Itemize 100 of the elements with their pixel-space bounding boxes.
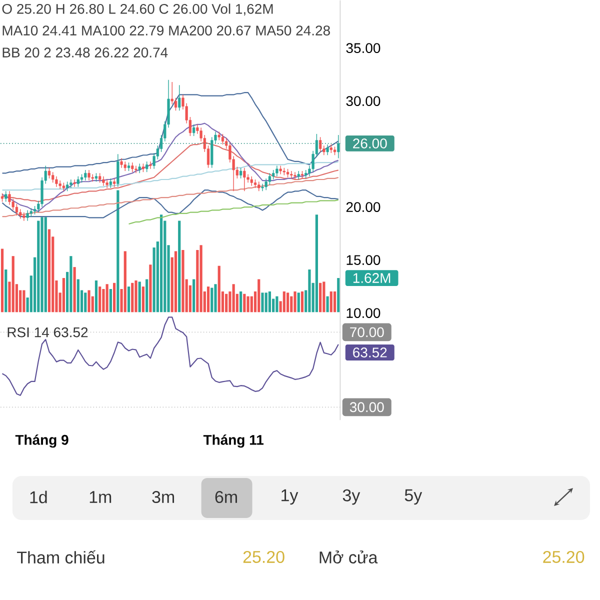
bar <box>12 256 14 312</box>
candlestick <box>264 178 268 190</box>
candlestick <box>294 172 296 180</box>
bar <box>94 280 98 312</box>
candlestick <box>272 170 275 180</box>
candlestick <box>279 165 282 175</box>
candlestick <box>239 168 242 179</box>
candlestick <box>149 161 152 170</box>
candlestick <box>22 212 26 222</box>
candlestick <box>326 144 329 156</box>
bar <box>206 286 210 312</box>
candlestick <box>276 165 278 177</box>
bar <box>124 251 126 312</box>
candlestick <box>250 176 253 186</box>
candlestick <box>146 161 148 172</box>
annotation: O 25.20 H 26.80 L 24.60 C 26.00 Vol 1,62M <box>2 4 273 16</box>
candlestick <box>98 172 102 184</box>
text: 25.20 <box>543 550 584 564</box>
bar <box>210 288 214 312</box>
bar <box>44 217 47 312</box>
bar <box>160 214 163 312</box>
text: 1m <box>90 491 112 503</box>
bar <box>225 294 228 312</box>
candlestick <box>76 176 80 188</box>
candlestick <box>102 176 105 186</box>
text: 6m <box>215 491 237 504</box>
bar <box>258 279 260 312</box>
y-tick-label: 70.00 <box>350 327 384 338</box>
text: Tham chiếu <box>17 550 104 564</box>
bar <box>131 282 134 312</box>
text: 1d <box>30 490 47 504</box>
bar <box>294 291 296 312</box>
bar <box>48 229 51 312</box>
bar <box>214 284 217 312</box>
bar <box>232 284 235 312</box>
y-tick-label: 20.00 <box>346 202 380 212</box>
text: 3y <box>342 489 360 505</box>
candlestick <box>19 208 22 220</box>
bar <box>246 296 250 312</box>
bar <box>0 248 4 312</box>
bar <box>84 292 87 312</box>
candlestick <box>48 168 51 179</box>
x-tick-label: Tháng 9 <box>15 434 68 448</box>
candlestick <box>192 124 196 136</box>
bar <box>134 280 138 312</box>
bar <box>192 279 196 312</box>
text: 25.20 <box>243 550 284 564</box>
candlestick <box>73 179 76 188</box>
bar <box>182 250 184 312</box>
bar <box>62 278 66 312</box>
candlestick <box>70 179 72 188</box>
bar <box>98 286 102 312</box>
candlestick <box>170 82 174 105</box>
y-tick-label: 30.00 <box>350 402 384 412</box>
bar <box>300 291 304 312</box>
candlestick <box>120 158 123 168</box>
bar <box>322 282 326 312</box>
text: 1y <box>282 489 298 505</box>
y-tick-label: 35.00 <box>346 43 380 54</box>
bar <box>174 251 178 312</box>
bar <box>276 296 278 312</box>
bar <box>138 282 141 312</box>
bar <box>264 292 268 312</box>
bar <box>149 264 152 312</box>
bar <box>326 296 329 312</box>
bar <box>142 286 145 312</box>
bar <box>178 220 181 312</box>
candlestick <box>88 170 90 181</box>
annotation: MA10 24.41 MA100 22.79 MA200 20.67 MA50 24.28 <box>2 26 330 36</box>
bar <box>70 256 72 312</box>
text: 5y <box>404 489 422 505</box>
bar <box>282 291 286 312</box>
bar <box>127 286 130 312</box>
bar <box>22 290 26 312</box>
candlestick <box>178 84 181 111</box>
candlestick <box>134 165 138 174</box>
candlestick <box>131 162 134 172</box>
bar <box>40 217 44 312</box>
x-tick-label: Tháng 11 <box>203 434 264 448</box>
bar <box>286 292 290 312</box>
bar <box>76 279 80 312</box>
candlestick <box>55 176 58 188</box>
bar <box>243 294 246 312</box>
line-series <box>2 316 339 396</box>
y-tick-label: 10.00 <box>346 308 380 318</box>
bar <box>268 291 272 312</box>
bar <box>109 289 112 312</box>
candlestick <box>337 134 340 159</box>
bar <box>88 290 90 312</box>
bar <box>315 214 318 312</box>
bar <box>146 279 148 312</box>
candlestick <box>124 161 126 172</box>
bar <box>218 266 220 312</box>
bar <box>106 284 108 312</box>
candlestick <box>174 98 178 111</box>
bar <box>319 282 322 312</box>
bar <box>200 245 202 312</box>
annotation: BB 20 2 23.48 26.22 20.74 <box>2 48 168 58</box>
candlestick <box>258 181 260 192</box>
candlestick <box>106 179 108 188</box>
